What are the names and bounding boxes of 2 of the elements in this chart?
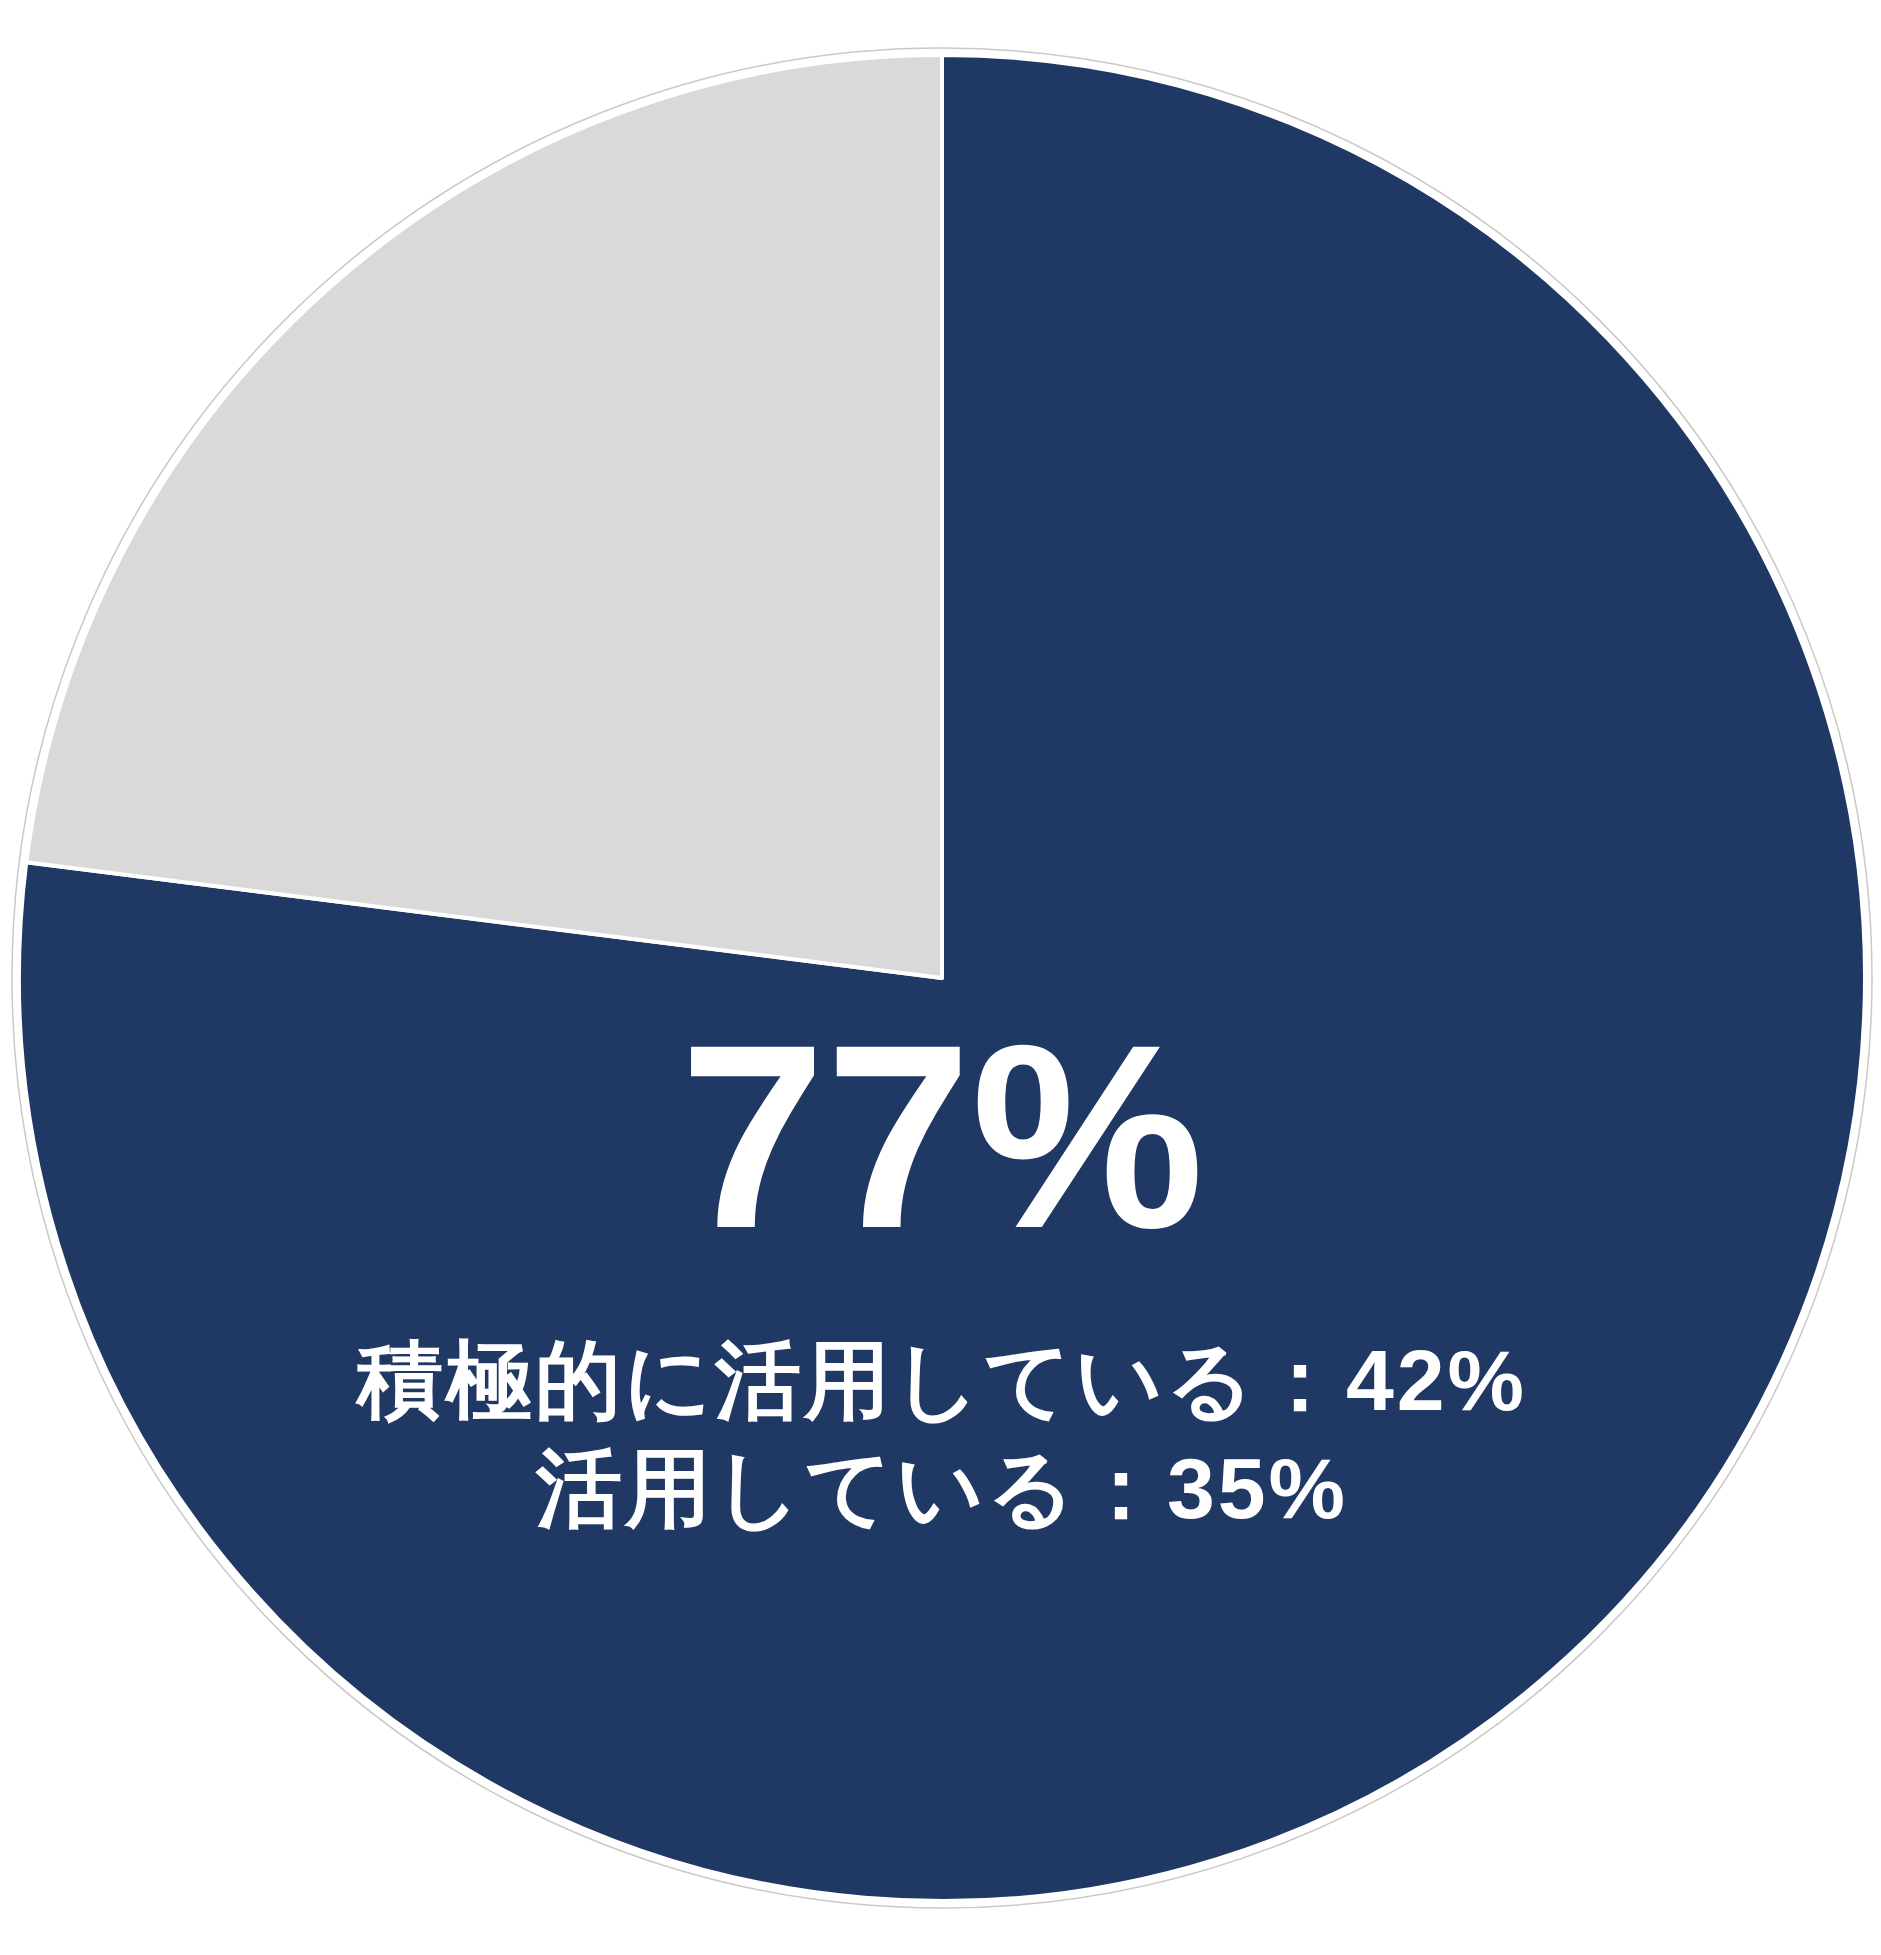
- annotation: 積極的に活用している：42%: [356, 1332, 1528, 1428]
- annotation: 活用している：35%: [535, 1440, 1349, 1536]
